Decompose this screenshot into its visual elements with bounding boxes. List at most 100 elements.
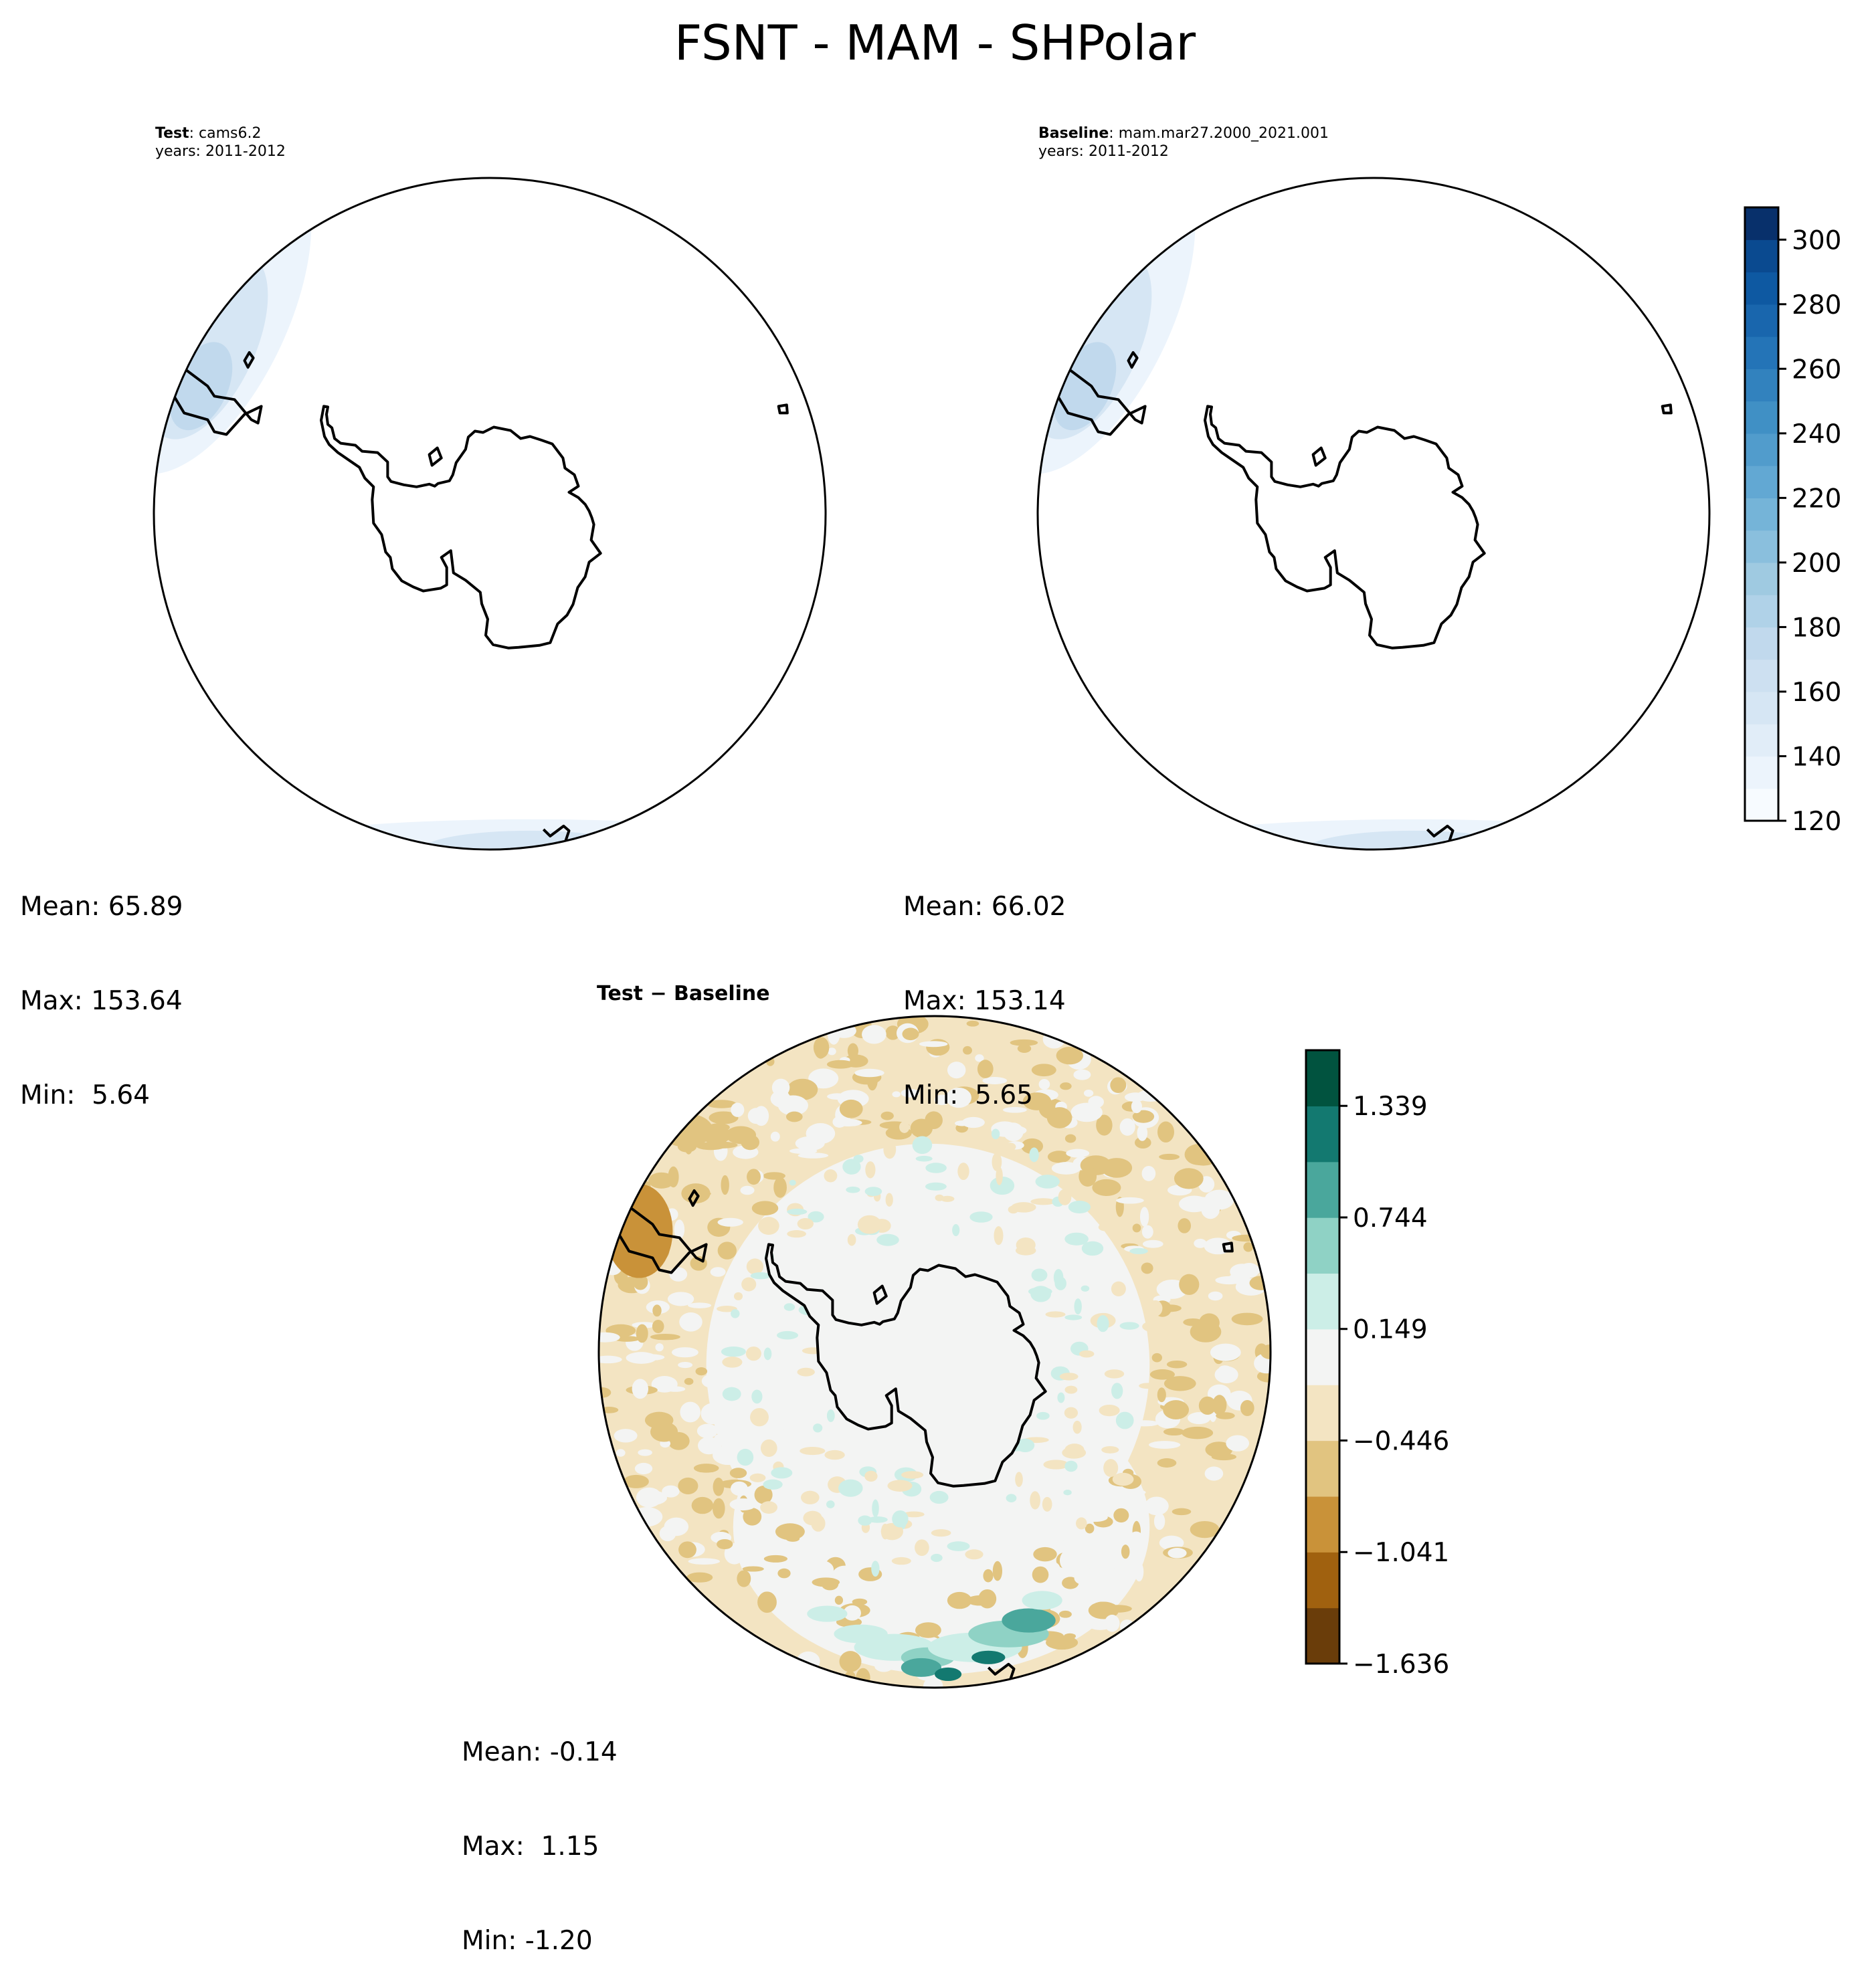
diff-speckle — [1083, 1196, 1108, 1207]
colorbar-level — [1745, 401, 1778, 434]
diff-speckle — [1211, 1453, 1237, 1461]
diff-speckle — [1058, 1189, 1072, 1205]
diff-speckle — [1103, 1605, 1132, 1613]
diff-speckle — [1204, 1466, 1224, 1481]
diff-speckle — [1088, 1096, 1104, 1108]
island-coastline — [1222, 1241, 1234, 1253]
diff-speckle — [934, 1094, 949, 1106]
diff-speckle — [712, 1498, 725, 1519]
diff-speckle — [1017, 1044, 1032, 1053]
diff-speckle — [1111, 1383, 1123, 1399]
diff-speckle — [742, 1566, 764, 1572]
colorbar-tick-label: 180 — [1792, 613, 1841, 643]
diff-speckle — [1036, 1411, 1050, 1420]
diff-speckle — [1110, 1077, 1127, 1094]
diff-speckle — [1092, 1179, 1121, 1196]
colorbar-tick-label: 300 — [1792, 225, 1841, 256]
diff-speckle — [696, 1423, 718, 1439]
diff-speckle — [1193, 1412, 1202, 1424]
diff-speckle — [857, 1215, 882, 1234]
diff-speckle — [1011, 1202, 1036, 1213]
diff-speckle — [1159, 1153, 1180, 1161]
diff-speckle — [826, 1060, 854, 1069]
diff-speckle — [965, 1549, 984, 1560]
diff-speckle — [931, 1529, 951, 1537]
diff-speckle — [717, 1305, 737, 1312]
diff-speckle — [925, 1182, 947, 1191]
diff-speckle — [1163, 1427, 1185, 1436]
diff-speckle — [810, 1560, 834, 1579]
diff-speckle — [1214, 1366, 1238, 1383]
colorbar-tick-label: 0.149 — [1353, 1315, 1428, 1345]
baseline-label-rest: : mam.mar27.2000_2021.001 — [1109, 125, 1329, 142]
diff-speckle — [1141, 1225, 1153, 1239]
diff-speckle — [737, 1448, 754, 1466]
diff-speckle — [957, 1163, 969, 1181]
south-america-coastline — [1056, 365, 1147, 436]
diff-speckle — [1085, 1523, 1095, 1534]
diff-speckle — [811, 1515, 826, 1532]
diff-speckle — [1064, 1232, 1089, 1246]
diff-speckle — [1064, 1633, 1077, 1639]
diff-speckle — [1079, 1350, 1095, 1358]
diff-speckle — [1132, 1110, 1155, 1123]
test-min: Min: 5.64 — [20, 1080, 150, 1110]
diff-speckle — [1101, 1446, 1119, 1454]
diff-speckle — [789, 1179, 796, 1186]
diff-speckle — [632, 1274, 648, 1290]
baseline-years: years: 2011-2012 — [1038, 143, 1169, 160]
diff-speckle — [852, 1598, 868, 1605]
diff-speckle — [737, 1570, 751, 1587]
diff-speckle — [1031, 1268, 1048, 1282]
diff-speckle — [797, 1367, 815, 1377]
diff-speckle — [787, 1208, 808, 1215]
colorbar-tick-label: 220 — [1792, 484, 1841, 514]
test-max: Max: 153.64 — [20, 986, 183, 1016]
diff-speckle — [1139, 1383, 1158, 1389]
diff-teal-blob — [1002, 1608, 1056, 1633]
diff-speckle — [963, 1046, 972, 1055]
diff-speckle — [1142, 1239, 1163, 1248]
colorbar-level — [1745, 336, 1778, 369]
colorbar-level — [1745, 433, 1778, 466]
diff-speckle — [1121, 1545, 1130, 1559]
colorbar-level — [1745, 788, 1778, 821]
diff-speckle — [1086, 1551, 1119, 1573]
diff-speckle — [771, 1078, 790, 1097]
diff-speckle — [686, 1572, 713, 1583]
colorbar-tick-label: −1.636 — [1353, 1650, 1449, 1680]
diff-speckle — [1099, 1404, 1120, 1417]
diff-speckle — [1064, 1444, 1085, 1456]
diff-speckle — [1111, 1281, 1126, 1296]
diff-speckle — [806, 1123, 836, 1145]
diff-speckle — [1157, 1387, 1166, 1403]
diff-speckle — [684, 1378, 694, 1385]
diff-speckle — [1062, 1577, 1079, 1589]
colorbar-level — [1306, 1106, 1339, 1163]
diff-speckle — [680, 1401, 701, 1423]
diff-speckle — [701, 1374, 720, 1388]
diff-speckle — [1031, 1064, 1056, 1077]
diff-speckle — [636, 1324, 648, 1343]
diff-speckle — [717, 1241, 737, 1260]
diff-speckle — [757, 1591, 777, 1613]
diff-speckle — [743, 1508, 762, 1526]
diff-patch — [605, 1184, 673, 1278]
diff-speckle — [1185, 1197, 1214, 1203]
colorbar-level — [1306, 1217, 1339, 1274]
baseline-map — [1036, 177, 1711, 851]
diff-speckle — [929, 1490, 949, 1504]
diff-speckle — [897, 1571, 916, 1583]
difference-colorbar: −1.636 −1.041 −0.446 0.149 0.744 1.339 — [1305, 1049, 1449, 1680]
diff-speckle — [1157, 1121, 1175, 1143]
diff-speckle — [783, 1303, 796, 1311]
colorbar-tick-label: 140 — [1792, 742, 1841, 772]
diff-speckle — [721, 1175, 729, 1195]
antarctica-coastline — [320, 405, 602, 650]
diff-speckle — [919, 1041, 948, 1048]
diff-speckle — [827, 1023, 840, 1045]
diff-speckle — [885, 1193, 893, 1207]
diff-speckle — [623, 1474, 649, 1488]
diff-speckle — [1057, 1392, 1065, 1403]
diff-speckle — [763, 1555, 787, 1563]
